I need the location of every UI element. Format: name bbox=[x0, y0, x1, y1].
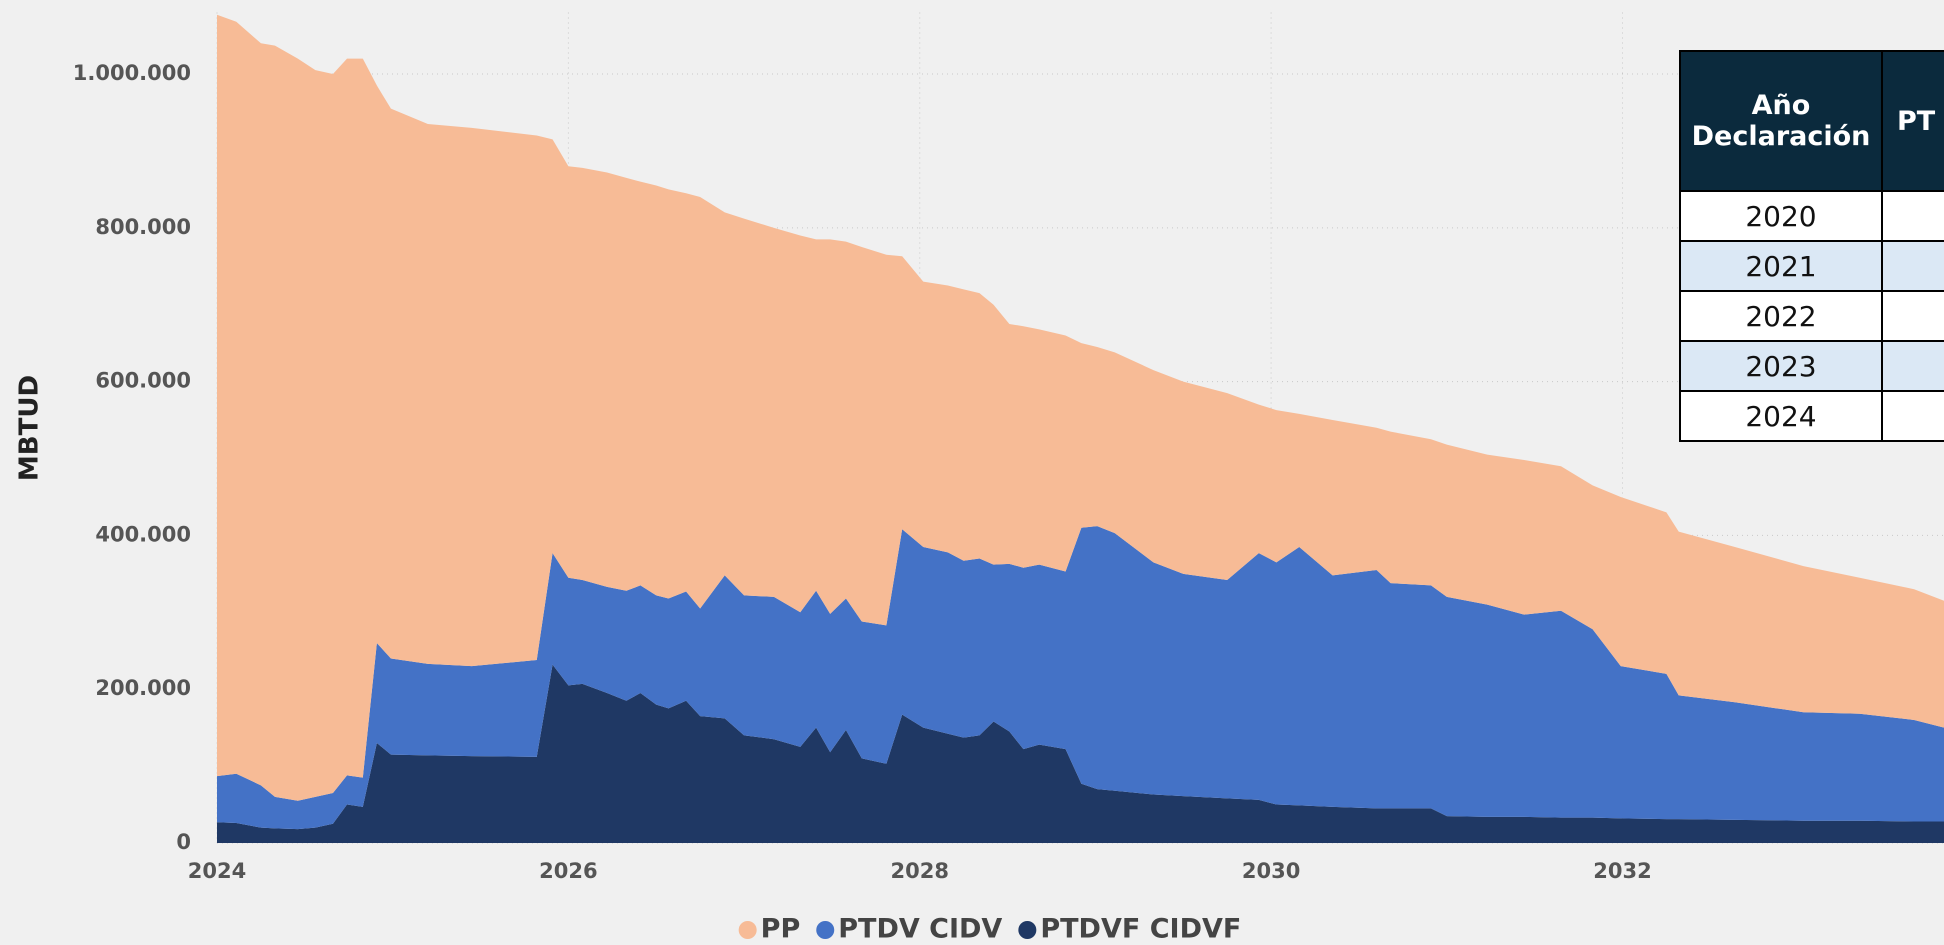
table-row: 2022 bbox=[1679, 290, 1944, 342]
table-cell: 2021 bbox=[1679, 240, 1883, 292]
x-tick-label: 2028 bbox=[891, 859, 949, 883]
x-tick-label: 2024 bbox=[188, 859, 246, 883]
table-cell: 2020 bbox=[1679, 190, 1883, 242]
table-cell: 2024 bbox=[1679, 390, 1883, 442]
legend-label: PTDVF CIDVF bbox=[1040, 914, 1241, 945]
table-cell: 2023 bbox=[1679, 340, 1883, 392]
table-cell bbox=[1881, 190, 1944, 242]
x-tick-label: 2026 bbox=[539, 859, 597, 883]
legend-label: PP bbox=[761, 914, 801, 945]
table-wrap: Año Declaración PT 2020 2021 2022 2023 2024 bbox=[1679, 50, 1944, 450]
table-cell bbox=[1881, 390, 1944, 442]
y-axis-title: MBTUD bbox=[15, 375, 45, 481]
legend-marker bbox=[738, 921, 757, 939]
table-row: 2024 bbox=[1679, 390, 1944, 442]
area bbox=[217, 14, 1944, 801]
table-row: 2021 bbox=[1679, 240, 1944, 292]
area bbox=[217, 526, 1944, 830]
table-cell bbox=[1881, 240, 1944, 292]
table-row: 2020 bbox=[1679, 190, 1944, 242]
table-row: 2023 bbox=[1679, 340, 1944, 392]
x-tick-label: 2030 bbox=[1242, 859, 1300, 883]
y-tick-label: 400.000 bbox=[95, 522, 191, 546]
y-tick-label: 1.000.000 bbox=[73, 61, 191, 85]
table-cell bbox=[1881, 290, 1944, 342]
table-cell bbox=[1881, 340, 1944, 392]
table-header: PT bbox=[1881, 50, 1944, 192]
table-cell: 2022 bbox=[1679, 290, 1883, 342]
y-tick-label: 600.000 bbox=[95, 369, 191, 393]
legend-marker bbox=[1018, 921, 1037, 939]
table: Año Declaración PT 2020 2021 2022 2023 2024 bbox=[1679, 50, 1944, 442]
x-tick-label: 2032 bbox=[1593, 859, 1651, 883]
area bbox=[217, 664, 1944, 843]
table-header: Año Declaración bbox=[1679, 50, 1883, 192]
y-tick-label: 200.000 bbox=[95, 676, 191, 700]
y-tick-label: 0 bbox=[176, 830, 191, 854]
y-tick-label: 800.000 bbox=[95, 215, 191, 239]
legend-label: PTDV CIDV bbox=[838, 914, 1002, 945]
legend: PP PTDV CIDV PTDVF CIDVF bbox=[738, 914, 1241, 945]
legend-marker bbox=[816, 921, 835, 939]
